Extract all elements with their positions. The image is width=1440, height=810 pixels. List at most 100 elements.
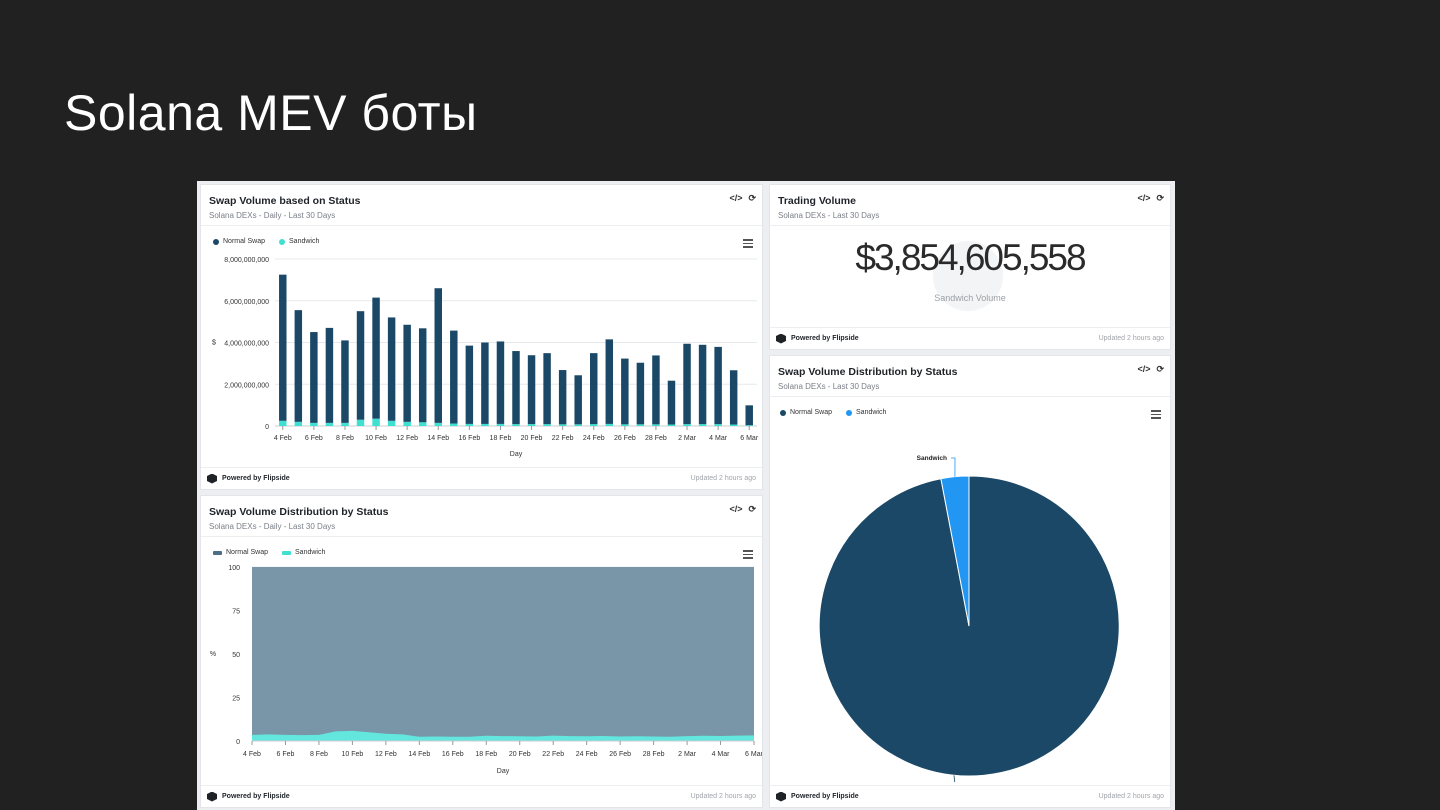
bar-sandwich [745, 425, 753, 426]
x-tick-label: 18 Feb [475, 751, 497, 758]
bar-sandwich [729, 424, 738, 426]
card-footer: Powered by Flipside Updated 2 hours ago [770, 327, 1170, 349]
bar-sandwich [652, 424, 660, 426]
powered-label: Powered by Flipside [222, 793, 290, 800]
embed-icon[interactable]: </> [729, 504, 743, 514]
bar-normal-swap [745, 405, 753, 426]
y-tick-label: 6,000,000,000 [224, 299, 269, 306]
powered-by[interactable]: Powered by Flipside [207, 473, 290, 484]
legend-marker [846, 409, 853, 416]
bar-normal-swap [341, 340, 349, 423]
bar-normal-swap [294, 310, 303, 422]
bar-sandwich [310, 422, 318, 426]
bar-normal-swap [667, 380, 676, 425]
bar-sandwich [341, 422, 349, 426]
card-tools: </> ⟳ [729, 193, 756, 204]
bar-normal-swap [605, 339, 614, 424]
chart-menu-icon[interactable] [743, 239, 753, 248]
card-subtitle: Solana DEXs - Daily - Last 30 Days [209, 211, 336, 220]
embed-icon[interactable]: </> [1137, 193, 1151, 203]
bar-sandwich [683, 424, 691, 426]
bar-sandwich [543, 424, 551, 426]
powered-label: Powered by Flipside [791, 335, 859, 342]
bar-normal-swap [621, 358, 629, 425]
card-subtitle: Solana DEXs - Last 30 Days [778, 382, 880, 391]
dashboard: Swap Volume based on Status Solana DEXs … [197, 181, 1175, 810]
powered-by[interactable]: Powered by Flipside [776, 791, 859, 802]
chart-menu-icon[interactable] [743, 550, 753, 559]
card-footer: Powered by Flipside Updated 2 hours ago [770, 785, 1170, 807]
bar-sandwich [574, 424, 582, 426]
x-tick-label: 20 Feb [509, 751, 531, 758]
legend-item-sandwich[interactable]: Sandwich [282, 549, 325, 556]
y-axis-label: $ [212, 340, 216, 347]
chart-legend: Normal Swap Sandwich [780, 409, 886, 416]
bar-normal-swap [310, 332, 318, 423]
bar-normal-swap [403, 324, 411, 422]
legend-item-normal[interactable]: Normal Swap [213, 549, 268, 556]
bar-sandwich [450, 423, 458, 426]
bar-normal-swap [450, 330, 458, 424]
bar-normal-swap [574, 375, 582, 425]
x-tick-label: 6 Feb [277, 751, 295, 758]
refresh-icon[interactable]: ⟳ [748, 504, 756, 514]
card-header: Swap Volume Distribution by Status Solan… [778, 366, 1162, 391]
y-tick-label: 4,000,000,000 [224, 341, 269, 348]
refresh-icon[interactable]: ⟳ [1156, 364, 1164, 374]
powered-by[interactable]: Powered by Flipside [776, 333, 859, 344]
bar-normal-swap [325, 327, 334, 423]
bar-sandwich [496, 423, 505, 426]
bar-normal-swap [356, 311, 365, 420]
bar-sandwich [698, 424, 707, 426]
bar-sandwich [667, 424, 676, 426]
chart-legend: Normal Swap Sandwich [213, 549, 325, 556]
y-tick-label: 75 [232, 609, 240, 616]
legend-label: Normal Swap [226, 549, 269, 556]
bar-sandwich [387, 420, 396, 426]
embed-icon[interactable]: </> [729, 193, 743, 203]
x-tick-label: 10 Feb [365, 435, 387, 442]
bar-sandwich [512, 424, 520, 426]
bar-normal-swap [543, 353, 551, 425]
chart-menu-icon[interactable] [1151, 410, 1161, 419]
refresh-icon[interactable]: ⟳ [748, 193, 756, 203]
slide-title: Solana MEV боты [64, 85, 478, 141]
bar-sandwich [434, 422, 442, 426]
bar-normal-swap [590, 353, 598, 425]
legend-item-sandwich[interactable]: Sandwich [279, 238, 319, 245]
powered-label: Powered by Flipside [222, 475, 290, 482]
powered-by[interactable]: Powered by Flipside [207, 791, 290, 802]
x-tick-label: 14 Feb [427, 435, 449, 442]
pie-chart: SandwichNormal Swap [818, 455, 1120, 782]
x-tick-label: 8 Feb [336, 435, 354, 442]
kpi-label: Sandwich Volume [934, 293, 1006, 303]
kpi-value: $3,854,605,558 [855, 237, 1086, 278]
x-tick-label: 12 Feb [396, 435, 418, 442]
card-title: Swap Volume based on Status [209, 195, 361, 207]
bar-normal-swap [372, 297, 380, 419]
card-tools: </> ⟳ [1137, 364, 1164, 375]
legend-label: Normal Swap [223, 238, 266, 245]
y-tick-label: 0 [236, 739, 240, 746]
legend-item-sandwich[interactable]: Sandwich [846, 409, 886, 416]
bar-normal-swap [729, 370, 738, 425]
x-tick-label: 4 Feb [243, 751, 261, 758]
x-tick-label: 6 Mar [740, 435, 759, 442]
swap-distribution-pie-card: Swap Volume Distribution by Status Solan… [769, 355, 1171, 808]
legend-item-normal[interactable]: Normal Swap [213, 238, 265, 245]
bar-normal-swap [683, 343, 691, 425]
bar-sandwich [590, 424, 598, 426]
chart-legend: Normal Swap Sandwich [213, 238, 319, 245]
refresh-icon[interactable]: ⟳ [1156, 193, 1164, 203]
bar-sandwich [325, 422, 334, 426]
legend-label: Sandwich [289, 238, 320, 245]
updated-label: Updated 2 hours ago [690, 793, 756, 800]
bar-sandwich [558, 424, 567, 426]
x-tick-label: 18 Feb [490, 435, 512, 442]
x-tick-label: 28 Feb [645, 435, 667, 442]
bar-normal-swap [636, 362, 645, 425]
y-tick-label: 50 [232, 652, 240, 659]
legend-item-normal[interactable]: Normal Swap [780, 409, 832, 416]
embed-icon[interactable]: </> [1137, 364, 1151, 374]
bar-chart: 0 2,000,000,000 4,000,000,000 6,000,000,000… [212, 257, 759, 458]
